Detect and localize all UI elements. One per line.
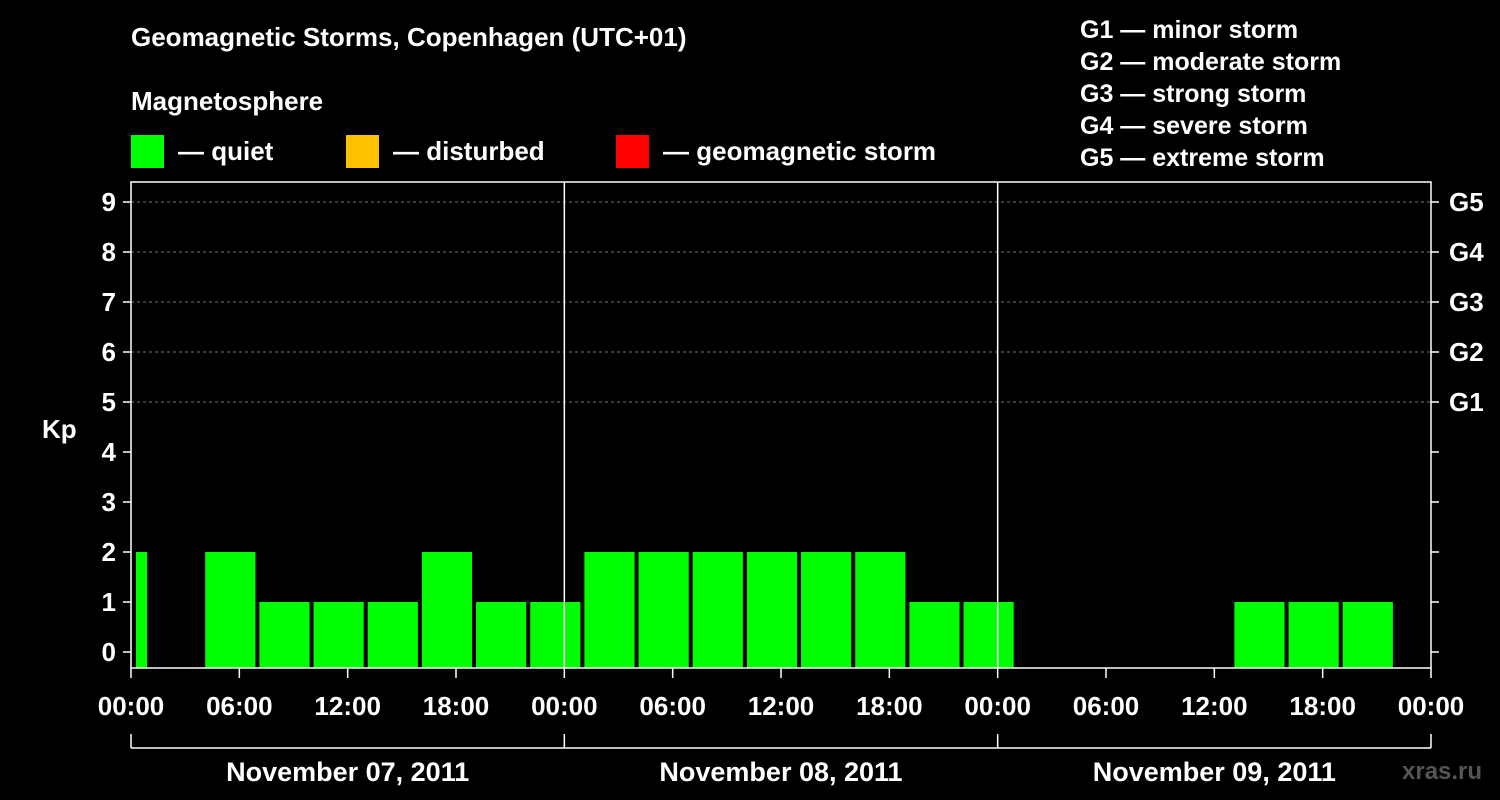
chart-title: Geomagnetic Storms, Copenhagen (UTC+01)	[131, 22, 687, 52]
kp-bar-12	[801, 552, 852, 668]
y-tick-label-5: 5	[102, 387, 116, 417]
storm-scale-g5: G5 — extreme storm	[1080, 144, 1325, 172]
day-label-2: November 08, 2011	[659, 757, 902, 787]
kp-bar-2	[259, 602, 310, 668]
legend-swatch-storm	[616, 134, 649, 168]
kp-bar-3	[313, 602, 364, 668]
kp-bar-7	[530, 602, 581, 668]
day-label-3: November 09, 2011	[1093, 757, 1336, 787]
y-tick-label-7: 7	[102, 287, 116, 317]
y-tick-label-2: 2	[102, 537, 116, 567]
kp-bar-4	[367, 602, 418, 668]
watermark: xras.ru	[1402, 758, 1483, 785]
y-tick-label-3: 3	[102, 487, 116, 517]
storm-scale-g3: G3 — strong storm	[1080, 80, 1307, 108]
chart-subtitle: Magnetosphere	[131, 86, 324, 116]
g-scale-label-G4: G4	[1449, 237, 1484, 267]
x-tick-label-8: 00:00	[964, 691, 1031, 721]
kp-bar-0	[136, 552, 148, 668]
storm-scale-g1: G1 — minor storm	[1080, 16, 1299, 44]
kp-bar-1	[205, 552, 256, 668]
x-tick-label-6: 12:00	[748, 691, 815, 721]
x-tick-label-7: 18:00	[856, 691, 923, 721]
x-tick-label-0: 00:00	[98, 691, 165, 721]
g-scale-label-G1: G1	[1449, 387, 1484, 417]
x-tick-label-2: 12:00	[314, 691, 381, 721]
legend-label-quiet: — quiet	[178, 135, 274, 166]
legend-storm: — geomagnetic storm	[616, 134, 936, 168]
kp-bar-14	[909, 602, 960, 668]
legend-swatch-disturbed	[346, 134, 379, 168]
legend-label-disturbed: — disturbed	[393, 135, 545, 166]
x-tick-label-4: 00:00	[531, 691, 598, 721]
y-tick-label-8: 8	[102, 237, 116, 267]
x-tick-label-9: 06:00	[1073, 691, 1140, 721]
kp-bar-6	[476, 602, 527, 668]
g-scale-label-G3: G3	[1449, 287, 1484, 317]
storm-scale-g4: G4 — severe storm	[1080, 112, 1308, 140]
legend-quiet: — quiet	[131, 134, 273, 168]
x-tick-label-3: 18:00	[423, 691, 490, 721]
storm-scale-g2: G2 — moderate storm	[1080, 48, 1342, 76]
kp-bar-17	[1288, 602, 1339, 668]
x-tick-label-11: 18:00	[1289, 691, 1356, 721]
legend-swatch-quiet	[131, 134, 164, 168]
x-tick-label-12: 00:00	[1398, 691, 1465, 721]
x-tick-label-1: 06:00	[206, 691, 273, 721]
y-tick-label-9: 9	[102, 187, 116, 217]
y-axis-label: Kp	[42, 414, 77, 444]
legend-disturbed: — disturbed	[346, 134, 545, 168]
kp-bar-10	[692, 552, 743, 668]
y-tick-label-1: 1	[102, 587, 116, 617]
kp-bar-13	[855, 552, 906, 668]
g-scale-label-G2: G2	[1449, 337, 1484, 367]
kp-bar-5	[421, 552, 473, 668]
g-scale-label-G5: G5	[1449, 187, 1484, 217]
kp-bar-8	[584, 552, 635, 668]
y-tick-label-4: 4	[102, 437, 117, 467]
y-tick-label-6: 6	[102, 337, 116, 367]
legend-label-storm: — geomagnetic storm	[663, 135, 937, 166]
x-tick-label-10: 12:00	[1181, 691, 1248, 721]
y-tick-label-0: 0	[102, 637, 116, 667]
kp-bar-18	[1342, 602, 1393, 668]
kp-bar-15	[963, 602, 1014, 668]
day-label-1: November 07, 2011	[226, 757, 469, 787]
storm-scale-legend: G1 — minor storm G2 — moderate storm G3 …	[1080, 14, 1341, 174]
kp-bar-16	[1234, 602, 1285, 668]
x-tick-label-5: 06:00	[639, 691, 706, 721]
kp-bar-9	[638, 552, 689, 668]
kp-bar-11	[746, 552, 798, 668]
